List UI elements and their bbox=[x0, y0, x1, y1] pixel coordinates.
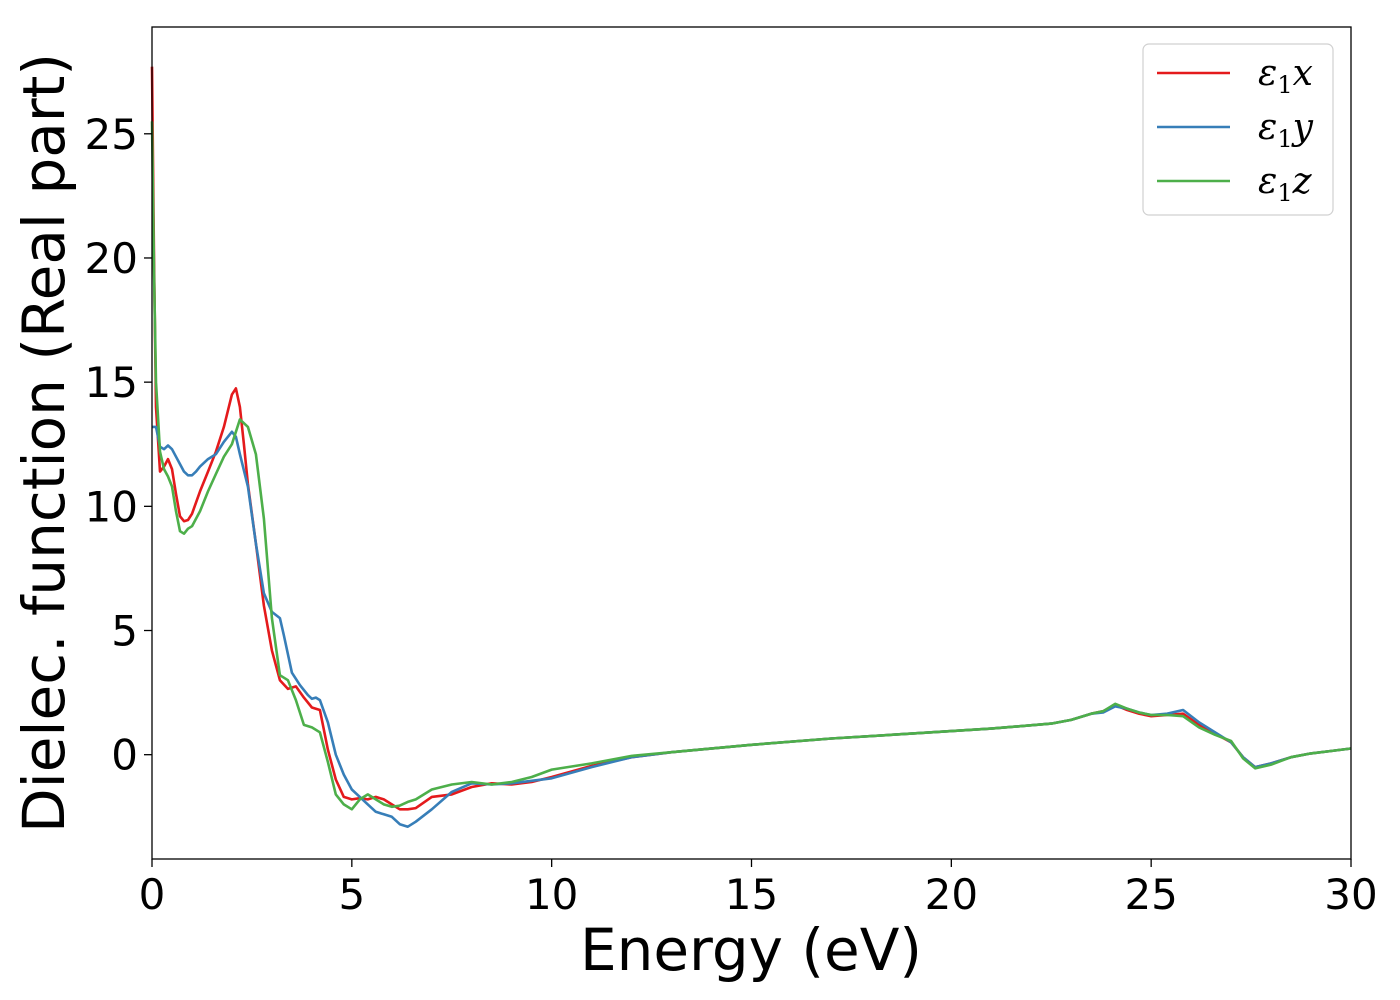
legend-label-symbol: ε bbox=[1258, 53, 1277, 94]
x-tick-label: 15 bbox=[725, 870, 778, 919]
x-tick-label: 0 bbox=[139, 870, 166, 919]
legend-label-1: ε1y bbox=[1258, 107, 1314, 153]
legend-box bbox=[1142, 43, 1334, 216]
y-tick-label: 0 bbox=[111, 731, 138, 780]
series-group bbox=[150, 66, 1352, 828]
x-tick-label: 5 bbox=[338, 870, 365, 919]
x-tick-label: 10 bbox=[525, 870, 578, 919]
y-tick-label: 15 bbox=[85, 358, 138, 407]
x-tick-label: 25 bbox=[1124, 870, 1177, 919]
legend-label-symbol: ε bbox=[1258, 161, 1277, 202]
y-tick-label: 20 bbox=[85, 234, 138, 283]
x-axis: 0 5 10 15 20 25 30 bbox=[139, 859, 1378, 919]
legend-label-symbol: ε bbox=[1258, 107, 1277, 148]
x-axis-title: Energy (eV) bbox=[580, 916, 922, 984]
y-axis-title: Dielec. function (Real part) bbox=[10, 53, 78, 833]
legend-label-axis: y bbox=[1291, 107, 1314, 148]
y-tick-label: 5 bbox=[111, 607, 138, 656]
legend-label-subscript: 1 bbox=[1277, 71, 1292, 99]
legend-label-2: ε1z bbox=[1258, 161, 1313, 207]
x-tick-label: 20 bbox=[925, 870, 978, 919]
y-tick-label: 25 bbox=[85, 110, 138, 159]
legend-label-axis: x bbox=[1293, 53, 1313, 94]
legend-label-0: ε1x bbox=[1258, 53, 1313, 99]
y-tick-label: 10 bbox=[85, 482, 138, 531]
legend-label-subscript: 1 bbox=[1277, 125, 1292, 153]
x-tick-label: 30 bbox=[1324, 870, 1377, 919]
legend-label-subscript: 1 bbox=[1277, 179, 1292, 207]
y-axis: 0 5 10 15 20 25 bbox=[85, 110, 152, 780]
legend-label-axis: z bbox=[1292, 161, 1313, 202]
series-line-2 bbox=[150, 121, 1352, 811]
